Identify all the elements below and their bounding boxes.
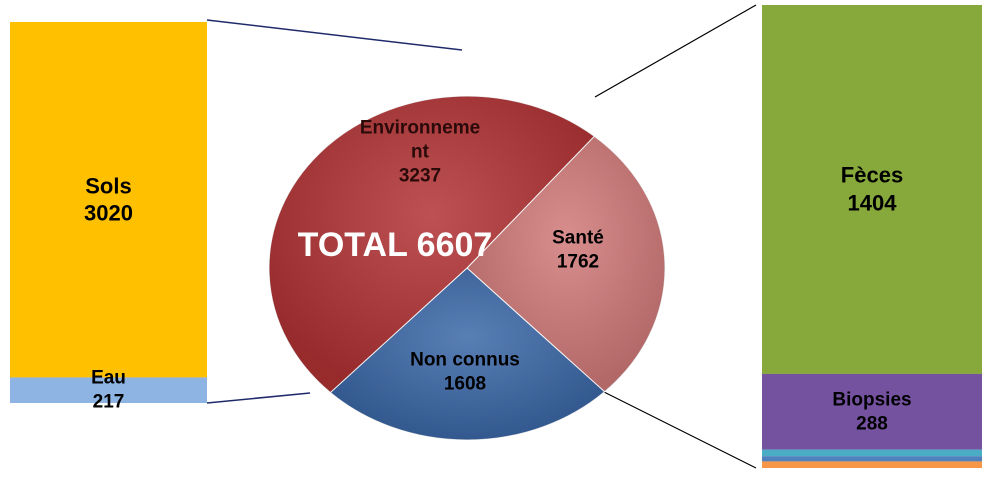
stack-segment <box>762 456 982 462</box>
segment-label-line: Sols <box>85 173 132 199</box>
connector <box>206 19 463 51</box>
slice-label-line: Environnement <box>359 117 481 163</box>
segment-label: Eau 217 <box>91 366 126 414</box>
slice-label-line: Non connus <box>410 349 520 371</box>
segment-label-line: 1404 <box>847 190 897 216</box>
segment-label: Fèces 1404 <box>841 162 903 217</box>
slice-label: Santé 1762 <box>552 226 604 274</box>
segment-label-line: 217 <box>92 391 125 413</box>
connector <box>206 392 311 404</box>
slice-label-line: Santé <box>552 227 604 249</box>
total-label: TOTAL 6607 <box>298 224 493 267</box>
segment-label-line: Biopsies <box>832 389 912 411</box>
stack-segment <box>10 377 207 403</box>
pie-shade <box>467 136 665 392</box>
stack-segment <box>762 373 982 450</box>
slice-label: Environnement 3237 <box>358 116 483 187</box>
segment-label-line: Eau <box>91 367 126 389</box>
slice-label-line: 3237 <box>398 164 442 186</box>
connector <box>599 389 757 469</box>
pie-shade <box>269 96 595 393</box>
pie-shade <box>330 268 605 440</box>
segment-label-line: 288 <box>856 412 888 434</box>
segment-label-line: 3020 <box>84 200 133 226</box>
stack-segment <box>762 461 982 468</box>
segment-label: Biopsies 288 <box>832 388 911 436</box>
segment-label: Sols 3020 <box>84 172 133 227</box>
stack-segment <box>10 22 207 378</box>
slice-label: Non connus 1608 <box>410 348 520 396</box>
slice-label-line: 1762 <box>556 251 600 272</box>
stack-segment <box>762 5 982 374</box>
slice-label-line: 1608 <box>443 373 487 394</box>
connector <box>594 4 757 98</box>
segment-label-line: Fèces <box>840 162 904 188</box>
total-label-line: TOTAL 6607 <box>297 225 493 264</box>
stack-segment <box>762 449 982 457</box>
